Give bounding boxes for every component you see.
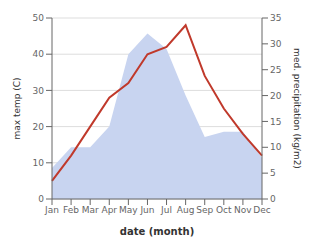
svg-text:May: May — [119, 205, 138, 215]
svg-text:max temp (C): max temp (C) — [12, 77, 22, 139]
svg-text:25: 25 — [270, 65, 281, 75]
svg-text:Mar: Mar — [82, 205, 99, 215]
svg-text:Dec: Dec — [253, 205, 270, 215]
svg-text:Feb: Feb — [63, 205, 79, 215]
svg-text:Sep: Sep — [196, 205, 213, 215]
svg-text:15: 15 — [270, 117, 281, 127]
svg-text:date (month): date (month) — [120, 226, 194, 237]
svg-text:10: 10 — [33, 158, 45, 168]
svg-text:0: 0 — [38, 194, 44, 204]
svg-text:0: 0 — [270, 194, 276, 204]
svg-text:Jul: Jul — [160, 205, 172, 215]
svg-text:30: 30 — [33, 86, 45, 96]
svg-text:5: 5 — [270, 168, 276, 178]
svg-text:10: 10 — [270, 142, 282, 152]
svg-text:50: 50 — [33, 13, 45, 23]
svg-text:40: 40 — [33, 49, 45, 59]
svg-text:med. precipitation (kg/m2): med. precipitation (kg/m2) — [292, 48, 302, 169]
svg-text:20: 20 — [270, 91, 282, 101]
svg-text:Aug: Aug — [177, 205, 195, 215]
svg-text:Jun: Jun — [139, 205, 154, 215]
svg-text:30: 30 — [270, 39, 282, 49]
svg-text:Jan: Jan — [44, 205, 59, 215]
svg-text:Nov: Nov — [234, 205, 252, 215]
svg-text:Oct: Oct — [216, 205, 232, 215]
svg-text:Apr: Apr — [101, 205, 117, 215]
svg-text:35: 35 — [270, 13, 281, 23]
svg-text:20: 20 — [33, 122, 45, 132]
